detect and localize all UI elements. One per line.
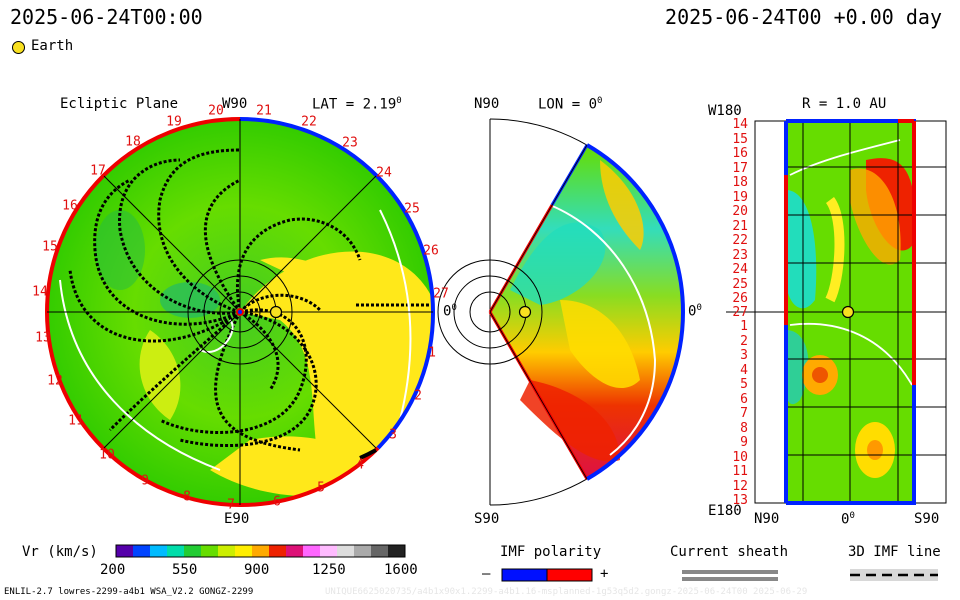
ecliptic-title: Ecliptic Plane: [60, 96, 179, 112]
carrington-label: 7: [740, 406, 748, 421]
carrington-label: 5: [740, 377, 748, 392]
rim-number: 15: [42, 239, 58, 255]
carrington-label: 20: [732, 204, 748, 219]
carrington-label: 22: [732, 233, 748, 248]
carrington-label: 9: [740, 435, 748, 450]
radius-map-x-right: S90: [914, 511, 940, 527]
rim-number: 23: [342, 135, 358, 151]
colorbar-tick: 200: [100, 562, 126, 578]
rim-number: 25: [404, 201, 420, 217]
meridional-lon-label: LON = 00: [538, 96, 603, 113]
rim-number: 14: [32, 284, 48, 300]
carrington-label: 24: [732, 262, 748, 277]
carrington-label: 15: [732, 132, 748, 147]
radius-map-plot: [726, 119, 947, 505]
carrington-label: 8: [740, 421, 748, 436]
rim-number: 21: [256, 103, 272, 119]
imf-line-label: 3D IMF line: [848, 544, 941, 560]
radius-map-x-left: N90: [754, 511, 780, 527]
meridional-right-label: 00: [688, 303, 702, 320]
ecliptic-top-label: W90: [222, 96, 248, 112]
carrington-label: 21: [732, 219, 748, 234]
rim-number: 19: [166, 114, 182, 130]
earth-marker-icon: [12, 41, 25, 54]
colorbar-tick: 550: [172, 562, 198, 578]
rim-number: 12: [47, 373, 63, 389]
rim-number: 18: [125, 134, 141, 150]
carrington-label: 18: [732, 175, 748, 190]
ecliptic-bottom-label: E90: [224, 511, 250, 527]
carrington-label: 23: [732, 248, 748, 263]
footer-model-info: ENLIL-2.7 lowres-2299-a4b1 WSA_V2.2 GONG…: [4, 587, 254, 597]
carrington-label: 2: [740, 334, 748, 349]
rim-number: 27: [433, 286, 449, 302]
radius-map-x-mid: 00: [841, 511, 855, 528]
earth-meridional-marker: [518, 305, 532, 319]
right-timestamp: 2025-06-24T00 +0.00 day: [665, 5, 942, 29]
rim-number: 17: [90, 163, 106, 179]
meridional-plane-plot: [437, 118, 686, 506]
rim-number: 4: [356, 457, 364, 473]
carrington-label: 16: [732, 146, 748, 161]
rim-number: 5: [317, 480, 325, 496]
carrington-label: 6: [740, 392, 748, 407]
left-timestamp: 2025-06-24T00:00: [10, 5, 203, 29]
rim-number: 8: [183, 489, 191, 505]
rim-number: 10: [99, 447, 115, 463]
rim-number: 26: [423, 243, 439, 259]
rim-number: 6: [273, 494, 281, 510]
velocity-colorbar: [115, 544, 406, 558]
rim-number: 9: [141, 473, 149, 489]
imf-polarity-label: IMF polarity: [500, 544, 602, 560]
imf-line-swatch: [850, 569, 938, 581]
radius-map-bottom-left: E180: [708, 503, 742, 519]
carrington-label: 12: [732, 479, 748, 494]
carrington-label: 14: [732, 117, 748, 132]
radius-map-top-left: W180: [708, 103, 742, 119]
colorbar-tick: 1250: [312, 562, 346, 578]
carrington-label: 19: [732, 190, 748, 205]
rim-number: 13: [35, 330, 51, 346]
carrington-label: 17: [732, 161, 748, 176]
carrington-label: 1: [740, 319, 748, 334]
carrington-label: 11: [732, 464, 748, 479]
ecliptic-right-label: 00: [443, 303, 457, 320]
footer-run-id: UNIQUE6625020735/a4b1x90x1.2299-a4b1.16-…: [325, 587, 808, 597]
rim-number: 11: [68, 413, 84, 429]
earth-ecliptic-marker: [269, 305, 283, 319]
colorbar-label: Vr (km/s): [22, 544, 98, 560]
imf-minus-label: –: [482, 566, 491, 582]
earth-radius-marker: [841, 305, 855, 319]
rim-number: 2: [414, 388, 422, 404]
rim-number: 3: [389, 427, 397, 443]
carrington-label: 27: [732, 305, 748, 320]
carrington-label: 10: [732, 450, 748, 465]
imf-positive-swatch: [546, 568, 593, 582]
meridional-top-label: N90: [474, 96, 500, 112]
radius-map-title: R = 1.0 AU: [802, 96, 887, 112]
current-sheath-label: Current sheath: [670, 544, 789, 560]
colorbar-tick: 1600: [384, 562, 418, 578]
rim-number: 1: [428, 345, 436, 361]
carrington-label: 25: [732, 277, 748, 292]
earth-legend-label: Earth: [31, 38, 74, 54]
carrington-label: 26: [732, 291, 748, 306]
rim-number: 7: [227, 497, 235, 513]
imf-plus-label: +: [600, 566, 609, 582]
ecliptic-lat-label: LAT = 2.190: [312, 96, 402, 113]
meridional-bottom-label: S90: [474, 511, 500, 527]
rim-number: 20: [208, 103, 224, 119]
rim-number: 24: [376, 165, 392, 181]
rim-number: 16: [62, 198, 78, 214]
imf-negative-swatch: [501, 568, 548, 582]
carrington-label: 3: [740, 348, 748, 363]
colorbar-tick: 900: [244, 562, 270, 578]
carrington-label: 4: [740, 363, 748, 378]
rim-number: 22: [301, 114, 317, 130]
carrington-label: 13: [732, 493, 748, 508]
current-sheath-swatch: [682, 570, 778, 574]
